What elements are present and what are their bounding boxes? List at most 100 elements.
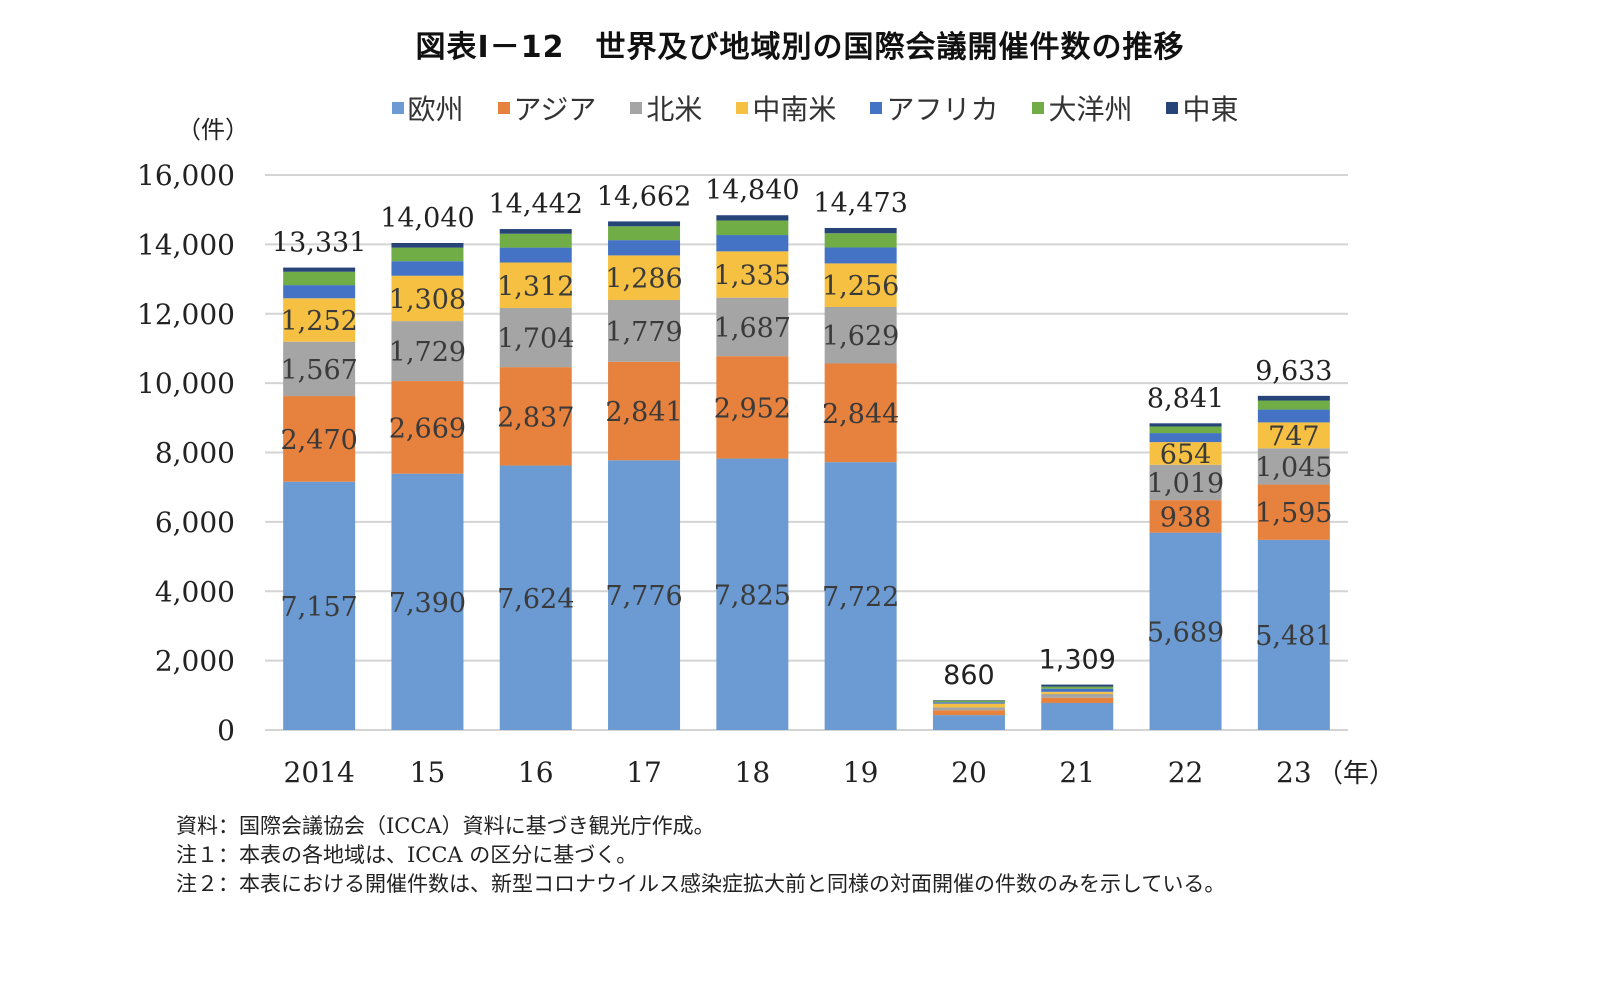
- bar-segment: [932, 700, 1005, 701]
- legend-item: 欧州: [391, 88, 464, 128]
- bar-segment: [1149, 442, 1222, 465]
- total-label: 14,442: [489, 189, 583, 220]
- bar-segment: [283, 396, 356, 482]
- y-tick-label: 10,000: [137, 367, 235, 400]
- data-label: 2,669: [389, 413, 466, 444]
- bar-segment: [499, 367, 572, 466]
- bar-segment: [1041, 702, 1114, 730]
- bar-segment: [283, 481, 356, 730]
- legend-item: 中南米: [736, 88, 836, 128]
- data-label: 2,952: [714, 393, 791, 424]
- legend-label: アフリカ: [886, 93, 999, 126]
- legend-swatch: [497, 102, 510, 114]
- legend-label: 大洋州: [1048, 93, 1133, 126]
- bar-segment: [283, 271, 356, 286]
- bar-segment: [608, 226, 681, 241]
- total-label: 860: [943, 660, 995, 691]
- bar-segment: [1257, 409, 1330, 423]
- bar-segment: [391, 473, 464, 730]
- bar-segment: [499, 247, 572, 263]
- total-label: 14,840: [705, 175, 799, 206]
- chart-notes: 資料：国際会議協会（ICCA）資料に基づき観光庁作成。 注１：本表の各地域は、I…: [176, 812, 1225, 899]
- data-label: 7,825: [714, 580, 791, 611]
- bar-segment: [608, 300, 681, 362]
- source-note: 資料：国際会議協会（ICCA）資料に基づき観光庁作成。: [176, 814, 715, 838]
- legend-item: 北米: [630, 88, 702, 128]
- legend-swatch: [630, 102, 643, 114]
- data-label: 1,045: [1255, 452, 1332, 483]
- bar-segment: [391, 381, 464, 474]
- legend-item: 大洋州: [1032, 88, 1132, 128]
- data-label: 1,308: [389, 284, 466, 315]
- data-label: 2,844: [822, 399, 899, 430]
- legend-label: 中東: [1182, 93, 1239, 126]
- data-label: 7,390: [389, 588, 466, 619]
- data-label: 1,704: [497, 324, 574, 355]
- data-label: 1,567: [281, 355, 358, 386]
- x-tick-label: 21: [1059, 756, 1095, 789]
- data-label: 1,595: [1255, 498, 1332, 529]
- legend-swatch: [736, 102, 749, 114]
- data-label: 2,470: [281, 425, 358, 456]
- total-label: 14,473: [813, 188, 907, 219]
- legend-item: アジア: [497, 88, 597, 128]
- bar-segment: [608, 221, 681, 227]
- bar-segment: [1257, 448, 1330, 485]
- legend-swatch: [1166, 102, 1179, 114]
- bar-segment: [824, 363, 897, 463]
- data-label: 5,481: [1255, 621, 1332, 652]
- bar-segment: [716, 215, 789, 221]
- bar-segment: [608, 361, 681, 461]
- chart-legend: 欧州 アジア 北米 中南米 アフリカ 大洋州 中東: [0, 88, 1600, 128]
- legend-label: 中南米: [752, 93, 837, 126]
- legend-swatch: [391, 102, 404, 114]
- bar-segment: [824, 462, 897, 730]
- data-label: 654: [1160, 439, 1212, 470]
- y-tick-label: 12,000: [137, 298, 235, 331]
- bar-segment: [932, 707, 1005, 711]
- total-label: 1,309: [1039, 645, 1116, 676]
- y-tick-label: 2,000: [155, 645, 235, 678]
- bar-segment: [1149, 464, 1222, 501]
- bar-segment: [824, 247, 897, 264]
- bar-segment: [499, 262, 572, 309]
- x-tick-label: 19: [843, 756, 879, 789]
- bar-segment: [716, 251, 789, 298]
- data-label: 2,837: [497, 402, 574, 433]
- bar-segment: [932, 702, 1005, 704]
- bar-segment: [824, 233, 897, 248]
- bar-segment: [716, 220, 789, 236]
- y-tick-label: 0: [217, 714, 235, 747]
- data-label: 1,252: [281, 306, 358, 337]
- bar-segment: [1257, 422, 1330, 449]
- bar-segment: [391, 261, 464, 276]
- y-tick-label: 6,000: [155, 506, 235, 539]
- y-tick-label: 14,000: [137, 228, 235, 261]
- bar-segment: [824, 306, 897, 364]
- bar-segment: [391, 275, 464, 322]
- bar-segment: [1041, 691, 1114, 694]
- y-tick-label: 16,000: [137, 159, 235, 192]
- bar-segment: [1041, 693, 1114, 698]
- x-tick-label: 23: [1276, 756, 1312, 789]
- x-tick-label: 17: [626, 756, 662, 789]
- bar-segment: [932, 710, 1005, 716]
- x-tick-label: 2014: [284, 756, 355, 789]
- bar-segment: [716, 356, 789, 459]
- bar-segment: [824, 227, 897, 234]
- bar-segment: [1149, 500, 1222, 533]
- data-label: 1,019: [1147, 468, 1224, 499]
- x-tick-label: 16: [518, 756, 554, 789]
- bar-segment: [1041, 684, 1114, 687]
- legend-label: アジア: [513, 93, 597, 126]
- bar-segment: [283, 267, 356, 272]
- bar-segment: [283, 298, 356, 342]
- bar-segment: [608, 240, 681, 256]
- total-label: 8,841: [1147, 383, 1224, 414]
- bar-segment: [391, 247, 464, 262]
- bar-segment: [932, 715, 1005, 730]
- data-label: 7,157: [281, 592, 358, 623]
- bar-segment: [1257, 395, 1330, 401]
- data-label: 1,629: [822, 321, 899, 352]
